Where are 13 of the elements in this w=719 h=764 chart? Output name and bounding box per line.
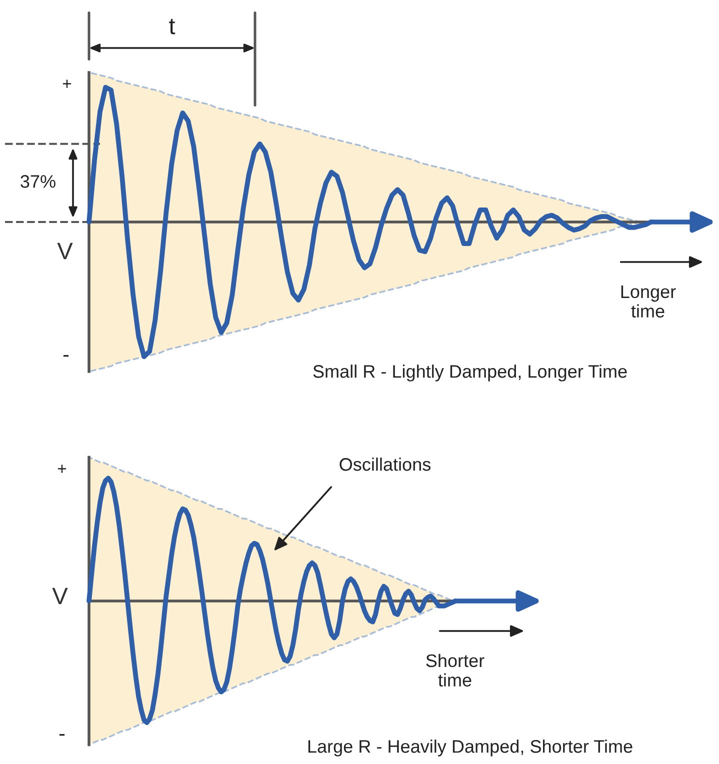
annotation: Longer time xyxy=(621,286,676,318)
text: - xyxy=(59,734,65,736)
text: - xyxy=(63,355,69,357)
y-axis-title: V xyxy=(57,242,73,260)
annotation: Shorter time xyxy=(426,654,484,687)
text: Oscillations xyxy=(340,458,431,471)
text: Large R - Heavily Damped, Shorter Time xyxy=(308,740,632,756)
text: Small R - Lightly Damped, Longer Time xyxy=(313,364,627,382)
text: t xyxy=(169,18,176,34)
text: + xyxy=(62,80,72,88)
y-axis-title: V xyxy=(52,588,68,604)
text: 37% xyxy=(20,175,56,188)
text: + xyxy=(58,464,66,473)
